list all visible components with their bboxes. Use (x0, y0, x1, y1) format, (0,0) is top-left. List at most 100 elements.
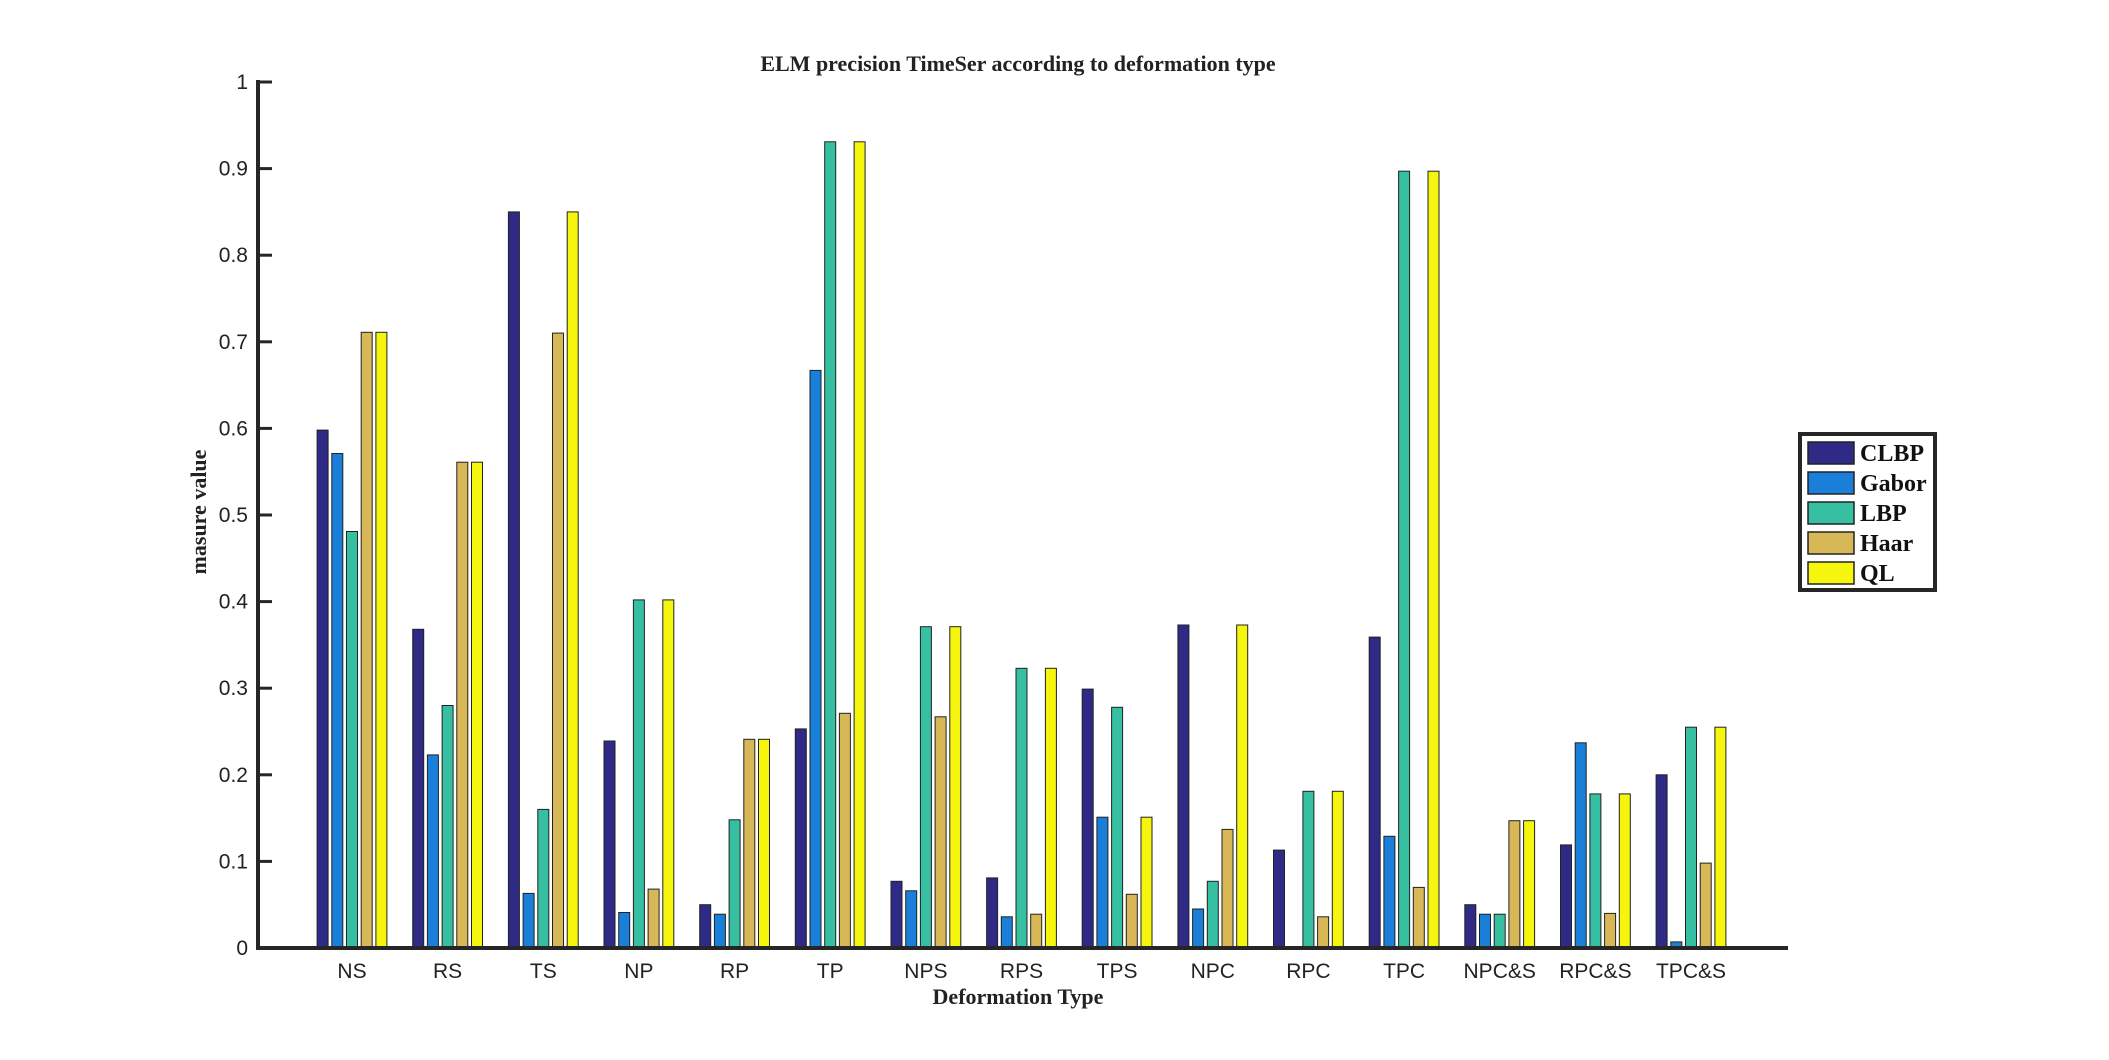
bar-gabor-tp (809, 369, 822, 949)
chart-title: ELM precision TimeSer according to defor… (760, 51, 1276, 76)
bar-gabor-tps (1096, 816, 1109, 949)
x-tick-label: RS (433, 960, 462, 983)
bar-ql-rps (1044, 667, 1057, 949)
x-axis-title: Deformation Type (933, 984, 1104, 1009)
x-tick-label: NPC (1191, 960, 1235, 983)
y-tick-label: 0.3 (219, 677, 248, 700)
bar-clbp-nps (890, 880, 903, 949)
bar-lbp-nps (919, 626, 932, 949)
y-tick-label: 1 (236, 71, 248, 94)
bar-clbp-npc (1177, 624, 1190, 949)
x-tick-label: TPC (1383, 960, 1425, 983)
y-tick-label: 0.9 (219, 158, 248, 181)
bar-haar-rpc (1317, 916, 1330, 949)
bar-gabor-tpc (1383, 835, 1396, 949)
axes-layer: NS RS TS NP RP TP NPS RPS TPS NPC RPC TPC NPC&S RPC&S… (219, 71, 1788, 983)
bar-gabor-npc (1192, 908, 1205, 949)
bar-gabor-ts (522, 892, 535, 949)
bar-haar-tpc (1412, 886, 1425, 949)
legend: CLBP Gabor LBP Haar QL (1798, 432, 1937, 592)
bars-layer (316, 141, 1727, 949)
bar-ql-npcands (1523, 820, 1536, 949)
bar-lbp-npc (1206, 880, 1219, 949)
bar-haar-tp (838, 712, 851, 949)
x-tick-label: RPS (1000, 960, 1043, 983)
y-tick-label: 0.1 (219, 850, 248, 873)
bar-haar-rs (456, 461, 469, 949)
bar-ql-rpcands (1618, 793, 1631, 949)
legend-swatch-haar (1807, 531, 1855, 555)
bar-ql-np (662, 599, 675, 949)
bar-clbp-rs (412, 628, 425, 949)
y-tick-label: 0.6 (219, 417, 248, 440)
bar-gabor-rpcands (1574, 742, 1587, 949)
bar-clbp-np (603, 740, 616, 949)
x-tick-label: TPC&S (1656, 960, 1726, 983)
bar-clbp-rps (986, 877, 999, 949)
y-tick-label: 0.8 (219, 244, 248, 267)
x-tick-label: RPC&S (1559, 960, 1631, 983)
bar-clbp-tps (1081, 688, 1094, 949)
legend-label-haar: Haar (1860, 531, 1914, 557)
bar-ql-ts (566, 211, 579, 949)
legend-swatch-clbp (1807, 441, 1855, 465)
bar-clbp-rp (699, 904, 712, 949)
bar-haar-rps (1030, 913, 1043, 949)
bar-ql-rpc (1331, 790, 1344, 949)
legend-label-ql: QL (1860, 561, 1895, 587)
bar-lbp-tpcands (1685, 726, 1697, 949)
bar-lbp-tp (824, 141, 837, 949)
y-tick-label: 0.7 (219, 331, 248, 354)
bar-lbp-tps (1111, 706, 1124, 949)
x-tick-label: TPS (1097, 960, 1138, 983)
x-tick-label: RPC (1286, 960, 1330, 983)
bar-clbp-tpcands (1655, 774, 1668, 949)
bar-ql-nps (949, 626, 962, 949)
bar-ql-npc (1236, 624, 1249, 949)
bar-gabor-np (618, 912, 631, 949)
bar-clbp-tp (794, 728, 807, 949)
bar-haar-tpcands (1699, 862, 1712, 949)
x-tick-label: TS (530, 960, 557, 983)
bar-clbp-tpc (1368, 636, 1381, 949)
bar-ql-tps (1140, 816, 1153, 949)
bar-clbp-rpc (1273, 849, 1285, 949)
bar-gabor-rs (426, 754, 439, 949)
y-tick-label: 0 (236, 937, 248, 960)
bar-lbp-rpcands (1589, 793, 1602, 949)
bar-lbp-ts (537, 808, 550, 949)
bar-ql-tp (853, 141, 866, 949)
bar-ql-ns (375, 331, 388, 949)
bar-gabor-ns (331, 453, 344, 949)
bar-gabor-rps (1000, 916, 1013, 949)
bar-clbp-rpcands (1560, 844, 1572, 949)
bar-gabor-npcands (1479, 913, 1491, 949)
bar-gabor-rp (713, 913, 726, 949)
bar-haar-ns (360, 331, 373, 949)
bar-ql-tpcands (1714, 726, 1727, 949)
legend-label-clbp: CLBP (1860, 441, 1924, 467)
bar-ql-rp (758, 738, 770, 949)
x-tick-label: RP (720, 960, 749, 983)
y-tick-label: 0.2 (219, 764, 248, 787)
bar-clbp-ns (316, 429, 329, 949)
x-tick-label: NP (624, 960, 653, 983)
x-tick-label: NPC&S (1464, 960, 1536, 983)
bar-haar-npc (1221, 828, 1234, 949)
bar-lbp-ns (346, 531, 358, 949)
bar-haar-rpcands (1604, 912, 1617, 949)
bar-ql-rs (471, 461, 483, 949)
legend-label-lbp: LBP (1860, 501, 1907, 527)
bar-lbp-tpc (1398, 170, 1411, 949)
y-tick-label: 0.4 (219, 591, 249, 614)
y-tick-label: 0.5 (219, 504, 248, 527)
x-tick-label: TP (817, 960, 844, 983)
bar-haar-ts (552, 332, 564, 949)
bar-lbp-rs (441, 705, 454, 949)
bar-haar-nps (934, 716, 947, 949)
bar-haar-rp (743, 738, 756, 949)
bar-lbp-rp (728, 819, 741, 949)
legend-swatch-gabor (1807, 471, 1855, 495)
